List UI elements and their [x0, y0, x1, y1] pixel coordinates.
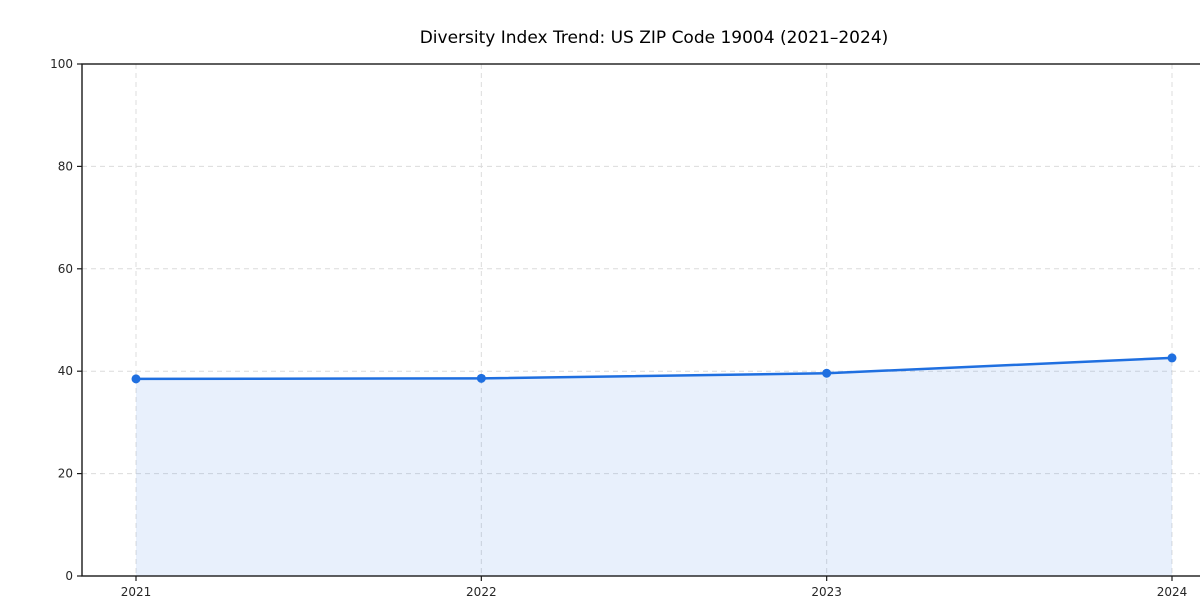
- plot-border: [81, 63, 1200, 577]
- area-fill: [136, 357, 1172, 576]
- data-point-marker: [1167, 353, 1177, 363]
- x-tick-label: 2024: [1157, 585, 1188, 599]
- y-tick-label: 80: [58, 159, 73, 173]
- y-tick-label: 40: [58, 364, 73, 378]
- y-tick-label: 20: [58, 467, 73, 481]
- x-tick-label: 2021: [121, 585, 152, 599]
- x-tick-label: 2022: [466, 585, 497, 599]
- plot-area: 0 20 40 60 80 100 2021 2022 2023 2024: [50, 57, 1200, 599]
- y-tick-label: 0: [65, 569, 73, 583]
- chart-title: Diversity Index Trend: US ZIP Code 19004…: [420, 28, 889, 48]
- x-tick-label: 2023: [811, 585, 842, 599]
- data-point-marker: [131, 374, 141, 384]
- y-tick-label: 100: [50, 57, 73, 71]
- trend-line: [134, 356, 1174, 381]
- y-tick-label: 60: [58, 262, 73, 276]
- diversity-index-trend-chart: Diversity Index Trend: US ZIP Code 19004…: [40, 16, 1200, 600]
- chart-canvas: Diversity Index Trend: US ZIP Code 19004…: [50, 28, 1200, 599]
- data-point-marker: [476, 373, 486, 383]
- data-point-marker: [822, 368, 832, 378]
